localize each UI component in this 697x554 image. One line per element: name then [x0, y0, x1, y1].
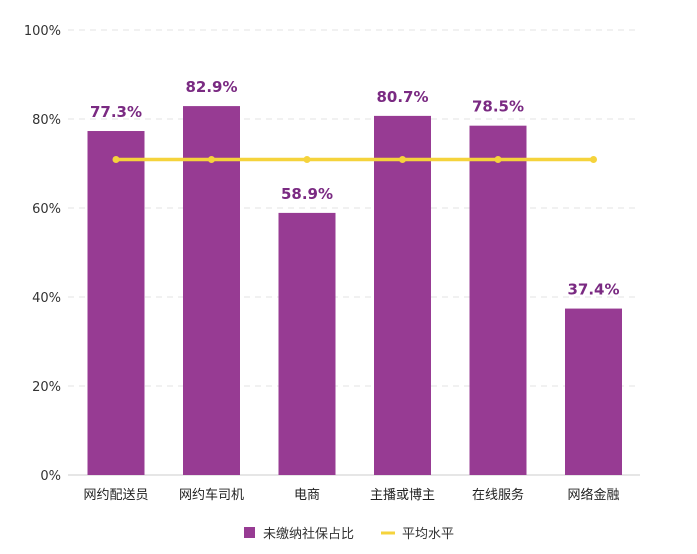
legend-label-line: 平均水平: [402, 527, 454, 542]
y-tick-label: 60%: [32, 202, 61, 217]
average-line-point: [399, 155, 406, 163]
bar-1: [87, 131, 145, 475]
bar-3: [278, 212, 336, 475]
legend-swatch-bar: [244, 527, 255, 538]
x-category-label: 网络金融: [567, 487, 619, 503]
data-label: 58.9%: [281, 185, 333, 203]
x-category-label: 电商: [294, 488, 320, 503]
x-category-label: 在线服务: [472, 487, 524, 503]
data-label: 37.4%: [567, 281, 619, 299]
data-label: 82.9%: [185, 78, 237, 96]
bar-6: [565, 308, 622, 475]
average-line-point: [208, 155, 215, 163]
bar-4: [374, 115, 431, 475]
average-line-point: [303, 155, 311, 163]
y-tick-label: 0%: [40, 469, 61, 484]
y-tick-label: 80%: [32, 113, 61, 128]
x-category-label: 网约车司机: [179, 487, 244, 503]
x-category-label: 网约配送员: [83, 488, 148, 503]
data-label: 78.5%: [472, 98, 524, 116]
average-line-point: [112, 155, 120, 163]
y-tick-label: 40%: [32, 291, 61, 306]
average-line-point: [494, 155, 502, 163]
x-category-label: 主播或博主: [370, 488, 435, 503]
y-tick-label: 100%: [24, 24, 61, 39]
y-tick-label: 20%: [32, 380, 61, 395]
legend-label-bar: 未缴纳社保占比: [263, 526, 354, 542]
average-line-point: [590, 155, 597, 163]
data-label: 80.7%: [376, 88, 428, 106]
data-label: 77.3%: [90, 103, 142, 121]
bar-2: [183, 106, 240, 475]
bar-5: [469, 125, 527, 476]
